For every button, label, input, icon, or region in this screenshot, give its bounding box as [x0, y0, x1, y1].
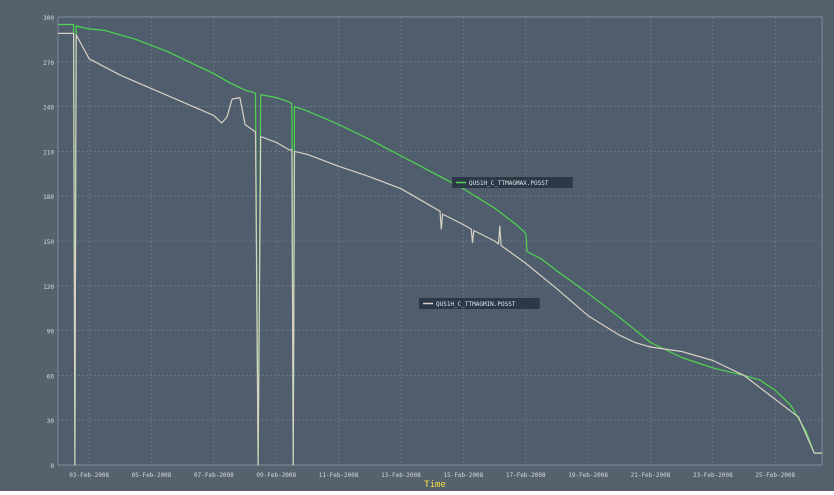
y-tick-label: 90: [47, 329, 55, 336]
legend: QUS1H_C_TTMAGMAX.POSST QUS1H_C_TTMAGMIN.P…: [419, 177, 573, 309]
legend-label-0: QUS1H_C_TTMAGMAX.POSST: [469, 180, 549, 187]
legend-label-1: QUS1H_C_TTMAGMIN.POSST: [436, 301, 516, 308]
y-tick-label: 60: [47, 373, 55, 380]
y-tick-label: 210: [43, 149, 54, 156]
y-tick-label: 180: [43, 194, 54, 201]
y-tick-label: 30: [47, 418, 55, 425]
y-tick-label: 300: [43, 15, 54, 22]
y-tick-label: 0: [50, 463, 54, 470]
x-tick-label: 05-Feb-2008: [132, 472, 172, 479]
x-tick-label: 15-Feb-2008: [444, 472, 484, 479]
y-tick-label: 120: [43, 284, 54, 291]
x-tick-label: 19-Feb-2008: [568, 472, 608, 479]
plot-frame: [57, 16, 823, 466]
x-tick-label: 21-Feb-2008: [631, 472, 671, 479]
grid-lines: [57, 16, 823, 466]
x-tick-label: 03-Feb-2008: [69, 472, 109, 479]
x-tick-label: 13-Feb-2008: [381, 472, 421, 479]
x-tick-label: 09-Feb-2008: [256, 472, 296, 479]
legend-box-1: [419, 298, 540, 309]
series-line-1: [58, 32, 822, 466]
x-tick-label: 25-Feb-2008: [755, 472, 795, 479]
y-tick-label: 150: [43, 239, 54, 246]
x-tick-label: 11-Feb-2008: [319, 472, 359, 479]
x-axis-label: Time: [424, 480, 446, 490]
series-lines: [58, 23, 822, 466]
x-tick-labels: 03-Feb-2008 05-Feb-2008 07-Feb-2008 09-Feb-…: [69, 472, 795, 479]
legend-box-0: [452, 177, 573, 188]
y-tick-label: 270: [43, 60, 54, 67]
x-tick-label: 17-Feb-2008: [506, 472, 546, 479]
series-line-0: [58, 23, 822, 466]
y-tick-labels: 0 30 60 90 120 150 180 210 240 270 300: [43, 15, 54, 470]
x-tick-label: 07-Feb-2008: [194, 472, 234, 479]
x-tick-label: 23-Feb-2008: [693, 472, 733, 479]
y-tick-label: 240: [43, 105, 54, 112]
